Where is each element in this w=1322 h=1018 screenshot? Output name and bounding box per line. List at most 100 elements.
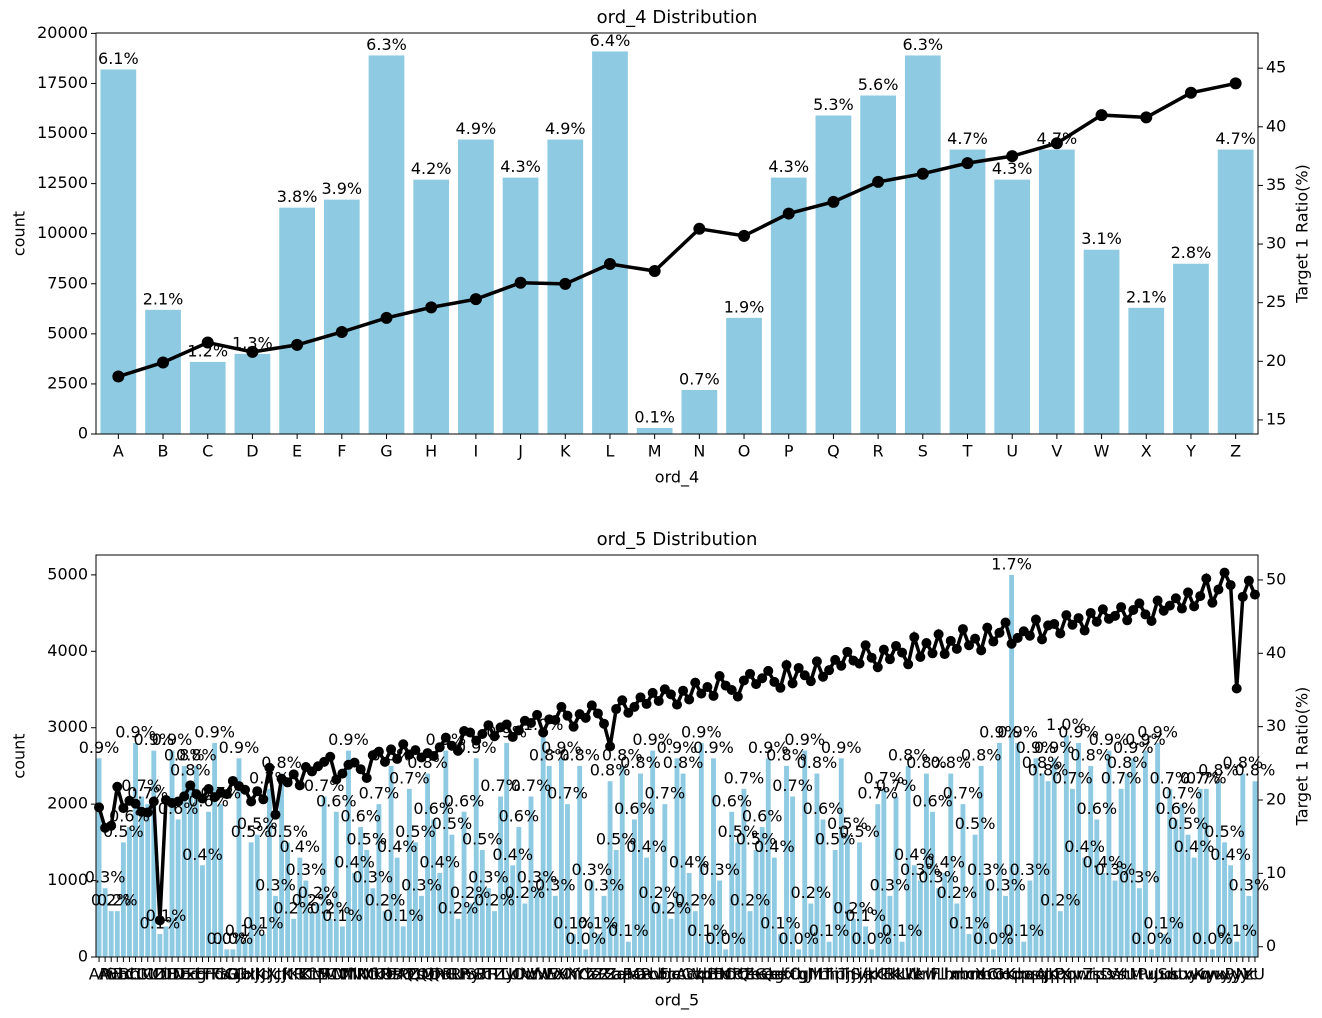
x-tick-label: ac (637, 965, 656, 984)
ratio-point (291, 338, 304, 351)
ratio-point (860, 640, 871, 651)
bar (565, 804, 570, 957)
x-tick-label: ps (1021, 965, 1040, 984)
bar-share-label: 0.9% (541, 738, 582, 757)
bar (1009, 574, 1015, 957)
x-tick-label: yc (1240, 965, 1258, 984)
bar (631, 819, 637, 957)
x-tick-label: qP (1044, 965, 1064, 984)
ratio-point (361, 773, 372, 784)
bar-share-label: 0.4% (1064, 837, 1105, 856)
ratio-point (933, 629, 944, 640)
bar-share-label: 0.2% (937, 883, 978, 902)
ratio-point (961, 157, 974, 170)
ratio-point (1243, 575, 1254, 586)
x-tick-label: WE (530, 965, 556, 984)
ratio-point (678, 685, 689, 696)
bar-share-label: 0.3% (255, 875, 296, 894)
x-tick-label: jV (851, 965, 867, 984)
bar (1124, 773, 1130, 957)
y2-tick-label: 45 (1266, 58, 1286, 77)
bar (911, 865, 917, 957)
ratio-point (665, 689, 676, 700)
ratio-point (501, 719, 512, 730)
y-tick-label: 7500 (47, 273, 88, 292)
x-tick-label: RL (442, 965, 462, 984)
x-tick-label: Fd (205, 965, 224, 984)
bar (656, 903, 662, 957)
ratio-point (684, 694, 695, 705)
x-tick-label: O (738, 442, 751, 461)
ratio-point (916, 167, 929, 180)
x-tick-label: UO (501, 965, 525, 984)
bar (303, 880, 309, 957)
bar-share-label: 0.0% (1131, 929, 1172, 948)
ratio-point (738, 675, 749, 686)
bar-share-label: 0.8% (766, 745, 807, 764)
bar (1234, 941, 1240, 957)
bar-share-label: 0.6% (444, 791, 485, 810)
ratio-point (112, 781, 123, 792)
x-tick-label: TL (490, 965, 510, 984)
bar-share-label: 0.8% (176, 745, 217, 764)
bar (498, 796, 504, 957)
bar (777, 934, 783, 957)
bar-share-label: 0.0% (778, 929, 819, 948)
ratio-point (1116, 602, 1127, 613)
y2-tick-label: 20 (1266, 351, 1286, 370)
bar (1209, 949, 1215, 957)
bar-share-label: 0.8% (1222, 753, 1263, 772)
y2-tick-label: 40 (1266, 643, 1286, 662)
ratio-point (854, 658, 865, 669)
bar (930, 811, 935, 957)
bar (346, 750, 351, 957)
x-tick-label: TR (477, 965, 499, 984)
x-tick-label: gM (799, 965, 823, 984)
bar-share-label: 1.7% (991, 554, 1032, 573)
bar (698, 743, 704, 957)
chart-title: ord_4 Distribution (597, 7, 758, 28)
bar (1083, 249, 1120, 434)
x-tick-label: ek (771, 965, 791, 984)
ratio-point (782, 207, 795, 220)
ratio-point (897, 647, 908, 658)
x-tick-label: Z (1230, 442, 1241, 461)
x-tick-label: Ai (97, 965, 112, 984)
bar-share-label: 0.3% (352, 868, 393, 887)
y2-tick-label: 10 (1266, 863, 1286, 882)
bar (674, 758, 680, 957)
bar-share-label: 0.3% (468, 868, 509, 887)
bar (863, 926, 869, 957)
bar-share-label: 0.6% (711, 791, 752, 810)
bar (1063, 735, 1069, 957)
bar (145, 309, 181, 434)
bar (510, 865, 516, 957)
bar (546, 765, 552, 957)
bar-share-label: 0.9% (784, 730, 825, 749)
bar (857, 842, 862, 957)
x-tick-label: od (1002, 965, 1022, 984)
bar-share-label: 0.7% (772, 776, 813, 795)
x-tick-label: qv (1063, 965, 1083, 984)
x-tick-label: ll (940, 965, 949, 984)
bar (443, 750, 449, 957)
ratio-point (957, 624, 968, 635)
x-tick-label: ck (686, 965, 705, 984)
bar (187, 781, 193, 957)
x-tick-label: cp (692, 965, 711, 984)
bar (157, 934, 163, 957)
x-tick-label: Jc (268, 965, 283, 984)
x-tick-label: B (158, 442, 169, 461)
bar-share-label: 0.8% (559, 745, 600, 764)
bar-share-label: 0.4% (334, 852, 375, 871)
x-tick-label: ri (1085, 965, 1096, 984)
x-tick-label: T (962, 442, 973, 461)
bar-share-label: 0.8% (663, 753, 704, 772)
bar (333, 811, 339, 957)
bar-share-label: 5.6% (858, 75, 899, 94)
ratio-point (1229, 77, 1242, 90)
bar-share-label: 0.3% (870, 875, 911, 894)
bar (850, 918, 856, 957)
bar-share-label: 0.1% (243, 914, 284, 933)
x-tick-label: kw (915, 965, 937, 984)
